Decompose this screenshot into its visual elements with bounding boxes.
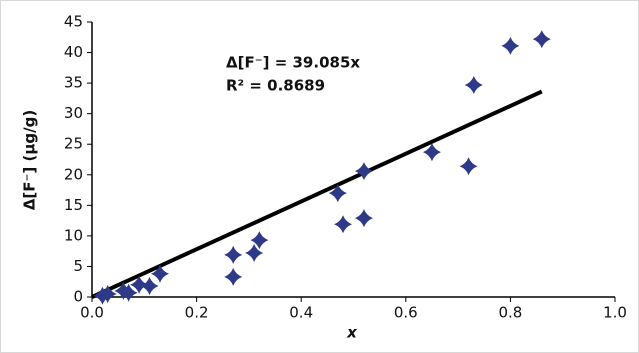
y-tick-label: 10 (64, 226, 83, 244)
x-tick-label: 1.0 (603, 304, 627, 322)
marker (532, 30, 551, 49)
marker (328, 184, 347, 203)
marker (422, 143, 441, 162)
marker (93, 286, 112, 305)
marker (245, 244, 264, 262)
marker (354, 162, 373, 181)
marker (224, 267, 243, 286)
marker (334, 215, 353, 234)
y-tick-label: 25 (64, 135, 83, 153)
marker (464, 75, 483, 94)
y-tick-label: 45 (64, 13, 83, 31)
marker (140, 277, 159, 295)
marker (130, 275, 149, 294)
y-tick-label: 5 (73, 257, 83, 275)
y-tick-label: 0 (73, 288, 83, 306)
marker (114, 281, 133, 300)
equation: Δ[F⁻] = 39.085x (226, 54, 360, 72)
marker (224, 245, 243, 264)
x-tick-label: 0.6 (394, 304, 418, 322)
marker (250, 231, 269, 250)
y-axis-label: Δ[F⁻] (μg/g) (21, 110, 39, 210)
x-tick-label: 0.8 (498, 304, 522, 322)
marker (150, 264, 169, 283)
marker (501, 36, 520, 55)
marker (354, 209, 373, 228)
marker (459, 157, 478, 176)
x-tick-label: 0.2 (185, 304, 209, 322)
r-squared: R² = 0.8689 (226, 77, 325, 95)
y-tick-label: 20 (64, 165, 83, 183)
trendline (91, 89, 543, 299)
x-axis-label: x (346, 324, 358, 342)
y-tick-label: 15 (64, 196, 83, 214)
y-tick-label: 40 (64, 43, 83, 61)
y-tick-label: 30 (64, 104, 83, 122)
x-tick-label: 0.0 (80, 304, 104, 322)
x-tick-label: 0.4 (289, 304, 313, 322)
y-tick-label: 35 (64, 74, 83, 92)
